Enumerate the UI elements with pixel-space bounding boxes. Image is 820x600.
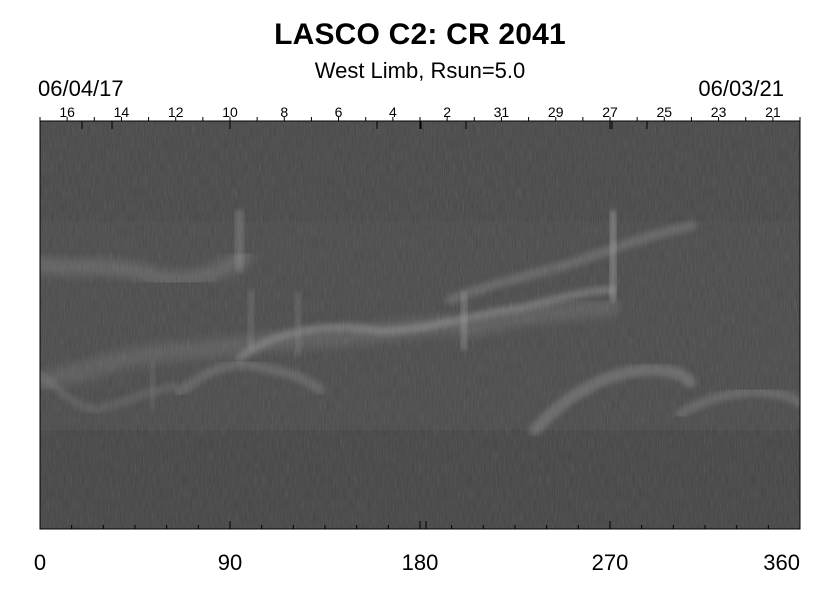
axis-group: 0 90 180 270 360 16 14 12 10 8 6 4 2 31 29 27 25 23 21	[34, 104, 801, 575]
date-label-start: 06/04/17	[38, 76, 124, 101]
top-date-tick-label: 6	[335, 104, 343, 120]
top-date-tick-label: 29	[548, 104, 564, 120]
x-tick-label: 270	[592, 550, 629, 575]
top-date-tick-label: 23	[711, 104, 727, 120]
x-tick-label: 360	[763, 550, 800, 575]
top-date-tick-label: 21	[765, 104, 781, 120]
synoptic-map-image	[40, 121, 800, 529]
top-date-tick-label: 4	[389, 104, 397, 120]
x-tick-label: 90	[218, 550, 242, 575]
top-date-tick-label: 31	[494, 104, 510, 120]
top-date-tick-label: 2	[443, 104, 451, 120]
x-tick-label: 0	[34, 550, 46, 575]
date-label-end: 06/03/21	[698, 76, 784, 101]
top-date-tick-label: 10	[222, 104, 238, 120]
top-date-tick-label: 16	[59, 104, 75, 120]
top-date-tick-label: 8	[280, 104, 288, 120]
chart-subtitle: West Limb, Rsun=5.0	[314, 58, 526, 83]
top-date-tick-label: 12	[168, 104, 184, 120]
top-date-tick-label: 25	[656, 104, 672, 120]
x-tick-label: 180	[402, 550, 439, 575]
top-date-tick-label: 14	[114, 104, 130, 120]
image-grain-overlay	[40, 121, 800, 529]
chart-title: LASCO C2: CR 2041	[274, 18, 566, 51]
top-date-tick-label: 27	[602, 104, 618, 120]
